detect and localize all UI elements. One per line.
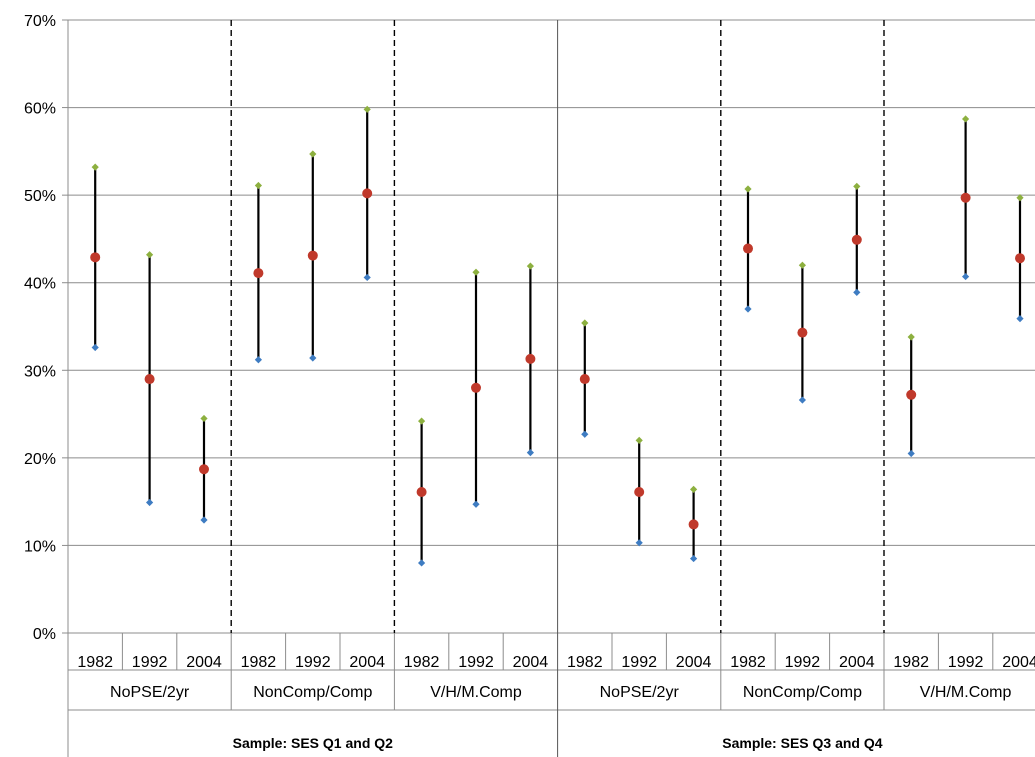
lower-marker — [200, 516, 208, 524]
y-axis-ticks: 0% 10% 20% 30% 40% 50% 60% 70% — [24, 13, 56, 643]
upper-marker — [146, 251, 154, 259]
upper-marker — [635, 436, 643, 444]
point-marker — [743, 243, 753, 254]
category-label: 1982 — [893, 654, 929, 671]
category-label: 1982 — [567, 654, 603, 671]
group-label: NonComp/Comp — [253, 684, 372, 701]
category-label: 2004 — [513, 654, 549, 671]
point-marker — [90, 252, 101, 263]
point-marker — [307, 250, 318, 261]
sample-label: Sample: SES Q3 and Q4 — [722, 735, 882, 751]
point-marker — [199, 464, 209, 475]
group-label: V/H/M.Comp — [920, 684, 1012, 701]
upper-marker — [798, 261, 806, 269]
lower-marker — [853, 288, 861, 296]
point-marker — [144, 374, 155, 385]
point-marker — [906, 389, 917, 400]
lower-marker — [526, 449, 534, 457]
upper-marker — [853, 182, 861, 190]
y-tick-label: 10% — [24, 538, 56, 555]
upper-marker — [526, 262, 534, 270]
y-tick-label: 0% — [33, 626, 56, 643]
upper-marker — [581, 319, 589, 327]
y-tick-label: 70% — [24, 13, 56, 30]
category-label: 1992 — [458, 654, 494, 671]
category-label: 2004 — [839, 654, 875, 671]
lower-marker — [418, 559, 426, 567]
lower-marker — [744, 305, 752, 313]
y-tick-label: 60% — [24, 101, 56, 118]
point-marker — [797, 327, 808, 338]
upper-marker — [254, 181, 262, 190]
upper-marker — [418, 417, 426, 425]
point-marker — [634, 487, 645, 498]
category-label: 1992 — [948, 654, 984, 671]
category-label: 2004 — [186, 654, 222, 671]
upper-marker — [363, 105, 371, 113]
y-tick-label: 20% — [24, 451, 56, 468]
category-label: 1982 — [77, 654, 113, 671]
point-marker — [688, 519, 699, 530]
category-label: 1982 — [241, 654, 277, 671]
upper-marker — [309, 150, 317, 158]
upper-marker — [1016, 194, 1024, 202]
point-marker — [525, 353, 536, 364]
category-label: 1992 — [295, 654, 331, 671]
category-label: 1992 — [785, 654, 821, 671]
group-label: NoPSE/2yr — [600, 684, 680, 701]
upper-marker — [962, 115, 970, 123]
group-label: NonComp/Comp — [743, 684, 862, 701]
upper-marker — [472, 268, 480, 276]
lower-marker — [309, 354, 317, 362]
lower-marker — [798, 396, 806, 404]
lower-marker — [472, 500, 480, 508]
sample-label: Sample: SES Q1 and Q2 — [233, 735, 393, 751]
category-label: 1982 — [404, 654, 440, 671]
category-label: 1992 — [132, 654, 168, 671]
y-tick-label: 30% — [24, 363, 56, 380]
category-label: 1992 — [621, 654, 657, 671]
point-marker — [1015, 253, 1025, 264]
upper-marker — [200, 414, 208, 423]
lower-marker — [581, 430, 589, 438]
upper-marker — [744, 185, 752, 193]
y-tick-label: 50% — [24, 188, 56, 205]
point-marker — [416, 487, 427, 498]
upper-marker — [91, 163, 99, 171]
point-marker — [579, 374, 590, 385]
lower-marker — [91, 343, 99, 352]
lower-marker — [690, 554, 698, 563]
point-marker — [851, 234, 862, 245]
upper-marker — [907, 333, 915, 341]
lower-marker — [363, 273, 371, 282]
lower-marker — [907, 449, 915, 458]
point-marker — [471, 382, 481, 393]
lower-marker — [962, 272, 970, 281]
group-separators — [230, 20, 885, 757]
point-marker — [960, 192, 971, 203]
category-label: 1982 — [730, 654, 766, 671]
lower-marker — [146, 498, 154, 507]
y-tick-label: 40% — [24, 276, 56, 293]
group-label: NoPSE/2yr — [110, 684, 190, 701]
lower-marker — [1016, 315, 1024, 323]
lower-marker — [254, 356, 262, 364]
x-axis-labels: 1982 1992 2004 1982 1992 2004 1982 1992 2004 1982… — [77, 654, 1035, 751]
data-points — [90, 105, 1025, 567]
upper-marker — [690, 485, 698, 493]
point-marker — [253, 268, 264, 279]
gridlines — [62, 19, 1035, 757]
category-label: 2004 — [1002, 654, 1035, 671]
lower-marker — [635, 539, 643, 547]
point-marker — [362, 188, 373, 199]
category-label: 2004 — [676, 654, 712, 671]
group-label: V/H/M.Comp — [430, 684, 522, 701]
category-label: 2004 — [349, 654, 385, 671]
